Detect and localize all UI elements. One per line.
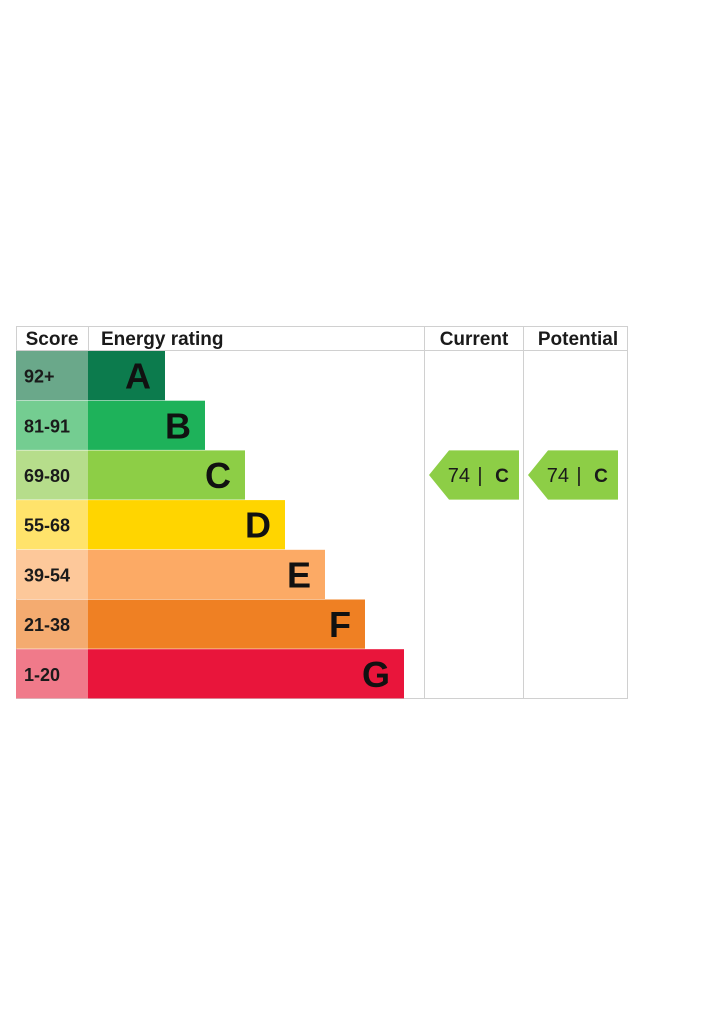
- current-rating-separator: |: [477, 465, 482, 487]
- current-rating-value: 74: [448, 465, 470, 487]
- rating-indicators: 74 | C 74 | C: [429, 450, 618, 500]
- score-label-e: 39-54: [24, 565, 70, 585]
- rating-letter-f: F: [329, 604, 351, 645]
- potential-rating-separator: |: [576, 465, 581, 487]
- rating-bar-c: [88, 450, 245, 500]
- score-label-a: 92+: [24, 367, 55, 387]
- score-cell-d: [16, 500, 88, 550]
- score-cell-a: [16, 351, 88, 401]
- rating-letter-a: A: [125, 356, 151, 397]
- score-label-f: 21-38: [24, 615, 70, 635]
- current-header: Current: [440, 329, 509, 350]
- rating-bar-a: [88, 351, 165, 401]
- rating-letter-d: D: [245, 505, 271, 546]
- potential-rating-arrow: [528, 450, 618, 500]
- current-rating-arrow: [429, 450, 519, 500]
- rating-bar-f: [88, 599, 365, 649]
- rating-bar-e: [88, 549, 325, 599]
- score-cell-b: [16, 400, 88, 450]
- rating-bar-d: [88, 500, 285, 550]
- score-cell-f: [16, 599, 88, 649]
- potential-header: Potential: [538, 329, 618, 350]
- score-cell-g: [16, 649, 88, 699]
- score-label-b: 81-91: [24, 416, 70, 436]
- score-cell-e: [16, 549, 88, 599]
- rating-bands: 92+ A 81-91 B 69-80 C 55-68 D 39-54 E 21-38 F 1-20 G: [16, 351, 404, 699]
- score-label-d: 55-68: [24, 516, 70, 536]
- score-cell-c: [16, 450, 88, 500]
- score-label-c: 69-80: [24, 466, 70, 486]
- potential-rating-letter: C: [594, 466, 608, 487]
- rating-letter-b: B: [165, 405, 191, 446]
- rating-letter-e: E: [287, 554, 311, 595]
- potential-rating-value: 74: [547, 465, 569, 487]
- rating-bar-b: [88, 400, 205, 450]
- score-label-g: 1-20: [24, 665, 60, 685]
- current-rating-letter: C: [495, 466, 509, 487]
- energy-rating-header: Energy rating: [101, 329, 223, 350]
- rating-letter-c: C: [205, 455, 231, 496]
- rating-bar-g: [88, 649, 404, 699]
- rating-letter-g: G: [362, 654, 390, 695]
- score-header: Score: [26, 329, 79, 350]
